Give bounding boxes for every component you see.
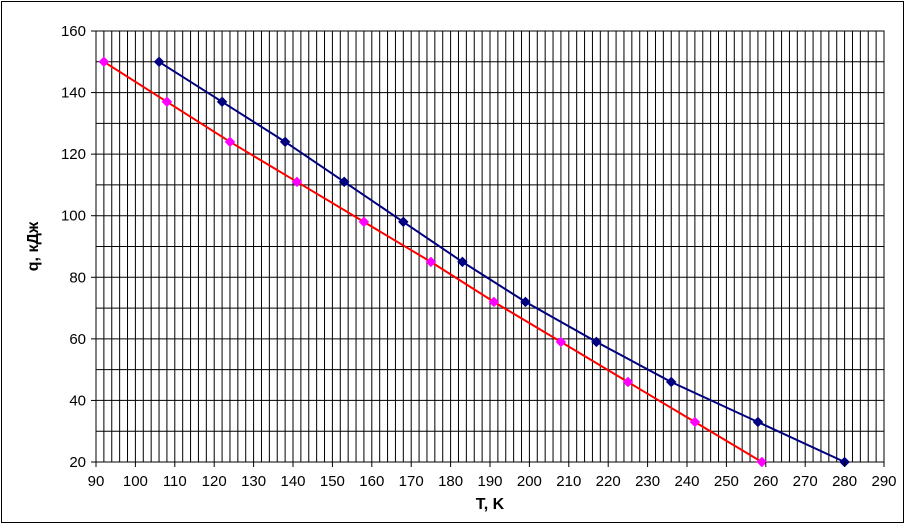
x-tick-label: 270 [793, 473, 818, 490]
x-tick-label: 220 [596, 473, 621, 490]
x-tick-label: 280 [832, 473, 857, 490]
y-axis-title: q, кДж [25, 221, 42, 271]
x-tick-labels: 90 100 110 120 130 140 150 160 170 180 190 200 210 22… [88, 462, 897, 490]
data-point [98, 56, 110, 68]
data-point [457, 256, 468, 268]
series-1 [153, 56, 850, 468]
data-point [291, 176, 303, 188]
x-tick-label: 260 [753, 473, 778, 490]
data-point [358, 216, 370, 228]
y-tick-label: 80 [69, 269, 86, 286]
y-tick-label: 40 [69, 392, 86, 409]
y-tick-label: 100 [61, 208, 86, 225]
y-tick-labels: 20 40 60 80 100 120 140 160 [61, 23, 96, 471]
data-point [161, 96, 173, 108]
x-tick-label: 190 [477, 473, 502, 490]
series-2 [98, 56, 768, 468]
x-tick-label: 140 [280, 473, 305, 490]
y-tick-label: 160 [61, 23, 86, 40]
y-tick-label: 140 [61, 85, 86, 102]
data-point [591, 336, 602, 348]
data-point [216, 96, 228, 108]
data-point [279, 136, 291, 148]
x-tick-label: 250 [714, 473, 739, 490]
x-tick-label: 200 [517, 473, 542, 490]
data-point [488, 296, 500, 308]
x-tick-label: 230 [635, 473, 660, 490]
data-point [756, 456, 768, 468]
data-point [752, 416, 764, 428]
data-point [622, 376, 634, 388]
data-point [520, 296, 531, 308]
x-tick-label: 210 [556, 473, 581, 490]
x-tick-label: 90 [88, 473, 105, 490]
data-point [153, 56, 165, 68]
x-tick-label: 290 [871, 473, 896, 490]
data-point [689, 416, 701, 428]
x-tick-label: 120 [202, 473, 227, 490]
x-tick-label: 160 [359, 473, 384, 490]
y-tick-label: 60 [69, 331, 86, 348]
y-tick-label: 20 [69, 454, 86, 471]
data-point [665, 376, 677, 388]
data-point [425, 256, 437, 268]
x-tick-label: 240 [674, 473, 699, 490]
x-tick-label: 170 [399, 473, 424, 490]
x-axis-title: T, K [476, 496, 505, 513]
data-point [224, 136, 236, 148]
x-tick-label: 100 [123, 473, 148, 490]
data-point [338, 176, 350, 188]
data-point [397, 216, 409, 228]
x-tick-label: 150 [320, 473, 345, 490]
x-tick-label: 130 [241, 473, 266, 490]
data-point [555, 336, 567, 348]
x-tick-label: 110 [163, 473, 187, 490]
series-layer [98, 56, 850, 468]
x-tick-label: 180 [438, 473, 463, 490]
y-tick-label: 120 [61, 146, 86, 163]
